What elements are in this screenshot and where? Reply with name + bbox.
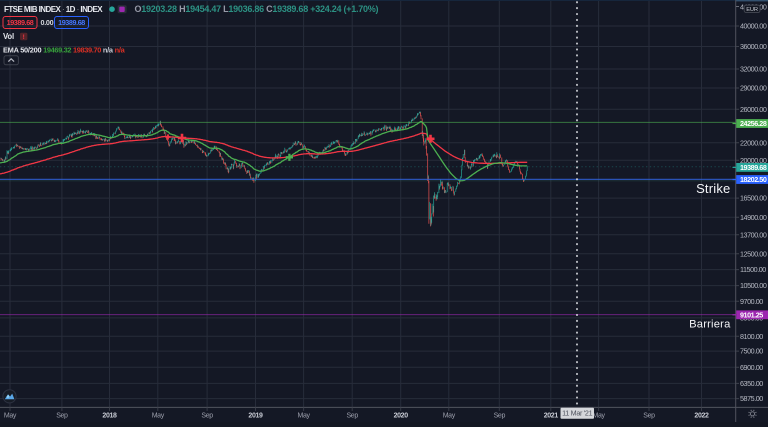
svg-text:May: May (593, 412, 606, 419)
svg-text:20000.00: 20000.00 (740, 156, 767, 165)
svg-text:11500.00: 11500.00 (740, 265, 766, 274)
svg-text:22000.00: 22000.00 (740, 138, 767, 147)
svg-text:11 Mar '21: 11 Mar '21 (562, 409, 593, 418)
svg-text:16500.00: 16500.00 (740, 194, 767, 203)
svg-text:36000.00: 36000.00 (740, 42, 767, 51)
svg-text:7500.00: 7500.00 (740, 347, 763, 356)
svg-text:24256.28: 24256.28 (740, 119, 767, 128)
svg-text:2022: 2022 (694, 412, 709, 419)
svg-text:13700.00: 13700.00 (740, 230, 767, 239)
svg-text:!: ! (23, 34, 25, 41)
svg-text:FTSE MIB INDEX · 1D · INDEX: FTSE MIB INDEX · 1D · INDEX (4, 5, 103, 14)
svg-text:Strike: Strike (696, 181, 730, 196)
svg-text:10500.00: 10500.00 (740, 281, 767, 290)
svg-text:Sep: Sep (201, 412, 213, 419)
svg-text:O19203.28 H19454.47 L19036.86: O19203.28 H19454.47 L19036.86 C19389.68 … (135, 4, 379, 14)
svg-text:12500.00: 12500.00 (740, 249, 767, 258)
svg-text:2021: 2021 (544, 412, 559, 419)
svg-text:Sep: Sep (346, 412, 358, 419)
svg-text:8100.00: 8100.00 (740, 332, 763, 341)
svg-text:9700.00: 9700.00 (740, 297, 763, 306)
svg-text:2020: 2020 (394, 412, 409, 419)
svg-text:6350.00: 6350.00 (740, 379, 763, 388)
svg-text:Sep: Sep (643, 412, 655, 419)
svg-text:26000.00: 26000.00 (740, 105, 767, 114)
svg-text:Sep: Sep (494, 412, 506, 419)
svg-text:19389.68: 19389.68 (740, 163, 767, 172)
svg-text:40000.00: 40000.00 (740, 22, 767, 31)
svg-text:14900.00: 14900.00 (740, 213, 767, 222)
svg-text:May: May (152, 412, 165, 419)
svg-text:5875.00: 5875.00 (740, 394, 763, 403)
svg-text:May: May (443, 412, 456, 419)
svg-text:May: May (4, 412, 17, 419)
svg-text:Vol: Vol (3, 32, 14, 41)
svg-text:9101.25: 9101.25 (740, 310, 763, 319)
svg-text:Sep: Sep (56, 412, 68, 419)
svg-text:2019: 2019 (248, 412, 263, 419)
svg-text:EMA 50/200 19469.32 19839.70 n: EMA 50/200 19469.32 19839.70 n/a n/a (3, 45, 126, 54)
svg-text:18202.50: 18202.50 (740, 175, 767, 184)
svg-text:2018: 2018 (102, 412, 117, 419)
svg-text:Barriera: Barriera (689, 319, 731, 331)
svg-text:19389.68: 19389.68 (7, 18, 34, 27)
svg-text:19389.68: 19389.68 (58, 18, 85, 27)
svg-text:32000.00: 32000.00 (740, 65, 767, 74)
svg-text:6900.00: 6900.00 (740, 363, 763, 372)
svg-text:May: May (298, 412, 311, 419)
svg-text:0.00: 0.00 (41, 18, 54, 27)
svg-text:EUR: EUR (746, 7, 758, 13)
svg-text:29000.00: 29000.00 (740, 84, 767, 93)
